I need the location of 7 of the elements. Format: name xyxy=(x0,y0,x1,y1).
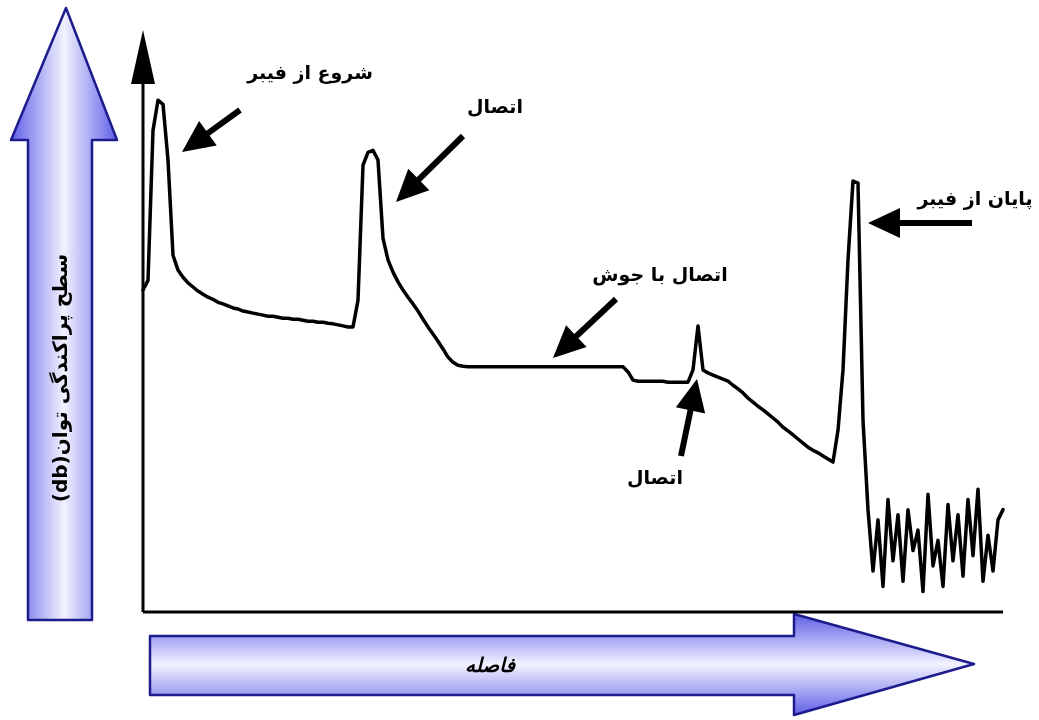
annotation: اتصال xyxy=(467,95,523,117)
text: شروع از فیبر xyxy=(246,61,373,84)
annotation: اتصال با جوش xyxy=(592,263,728,286)
annotation: اتصال xyxy=(627,466,683,488)
y-axis-title: سطح پراکندگی توان(db) xyxy=(48,253,73,503)
annotation: پایان از فیبر xyxy=(916,187,1033,210)
x-axis-title: فاصله xyxy=(465,653,517,677)
